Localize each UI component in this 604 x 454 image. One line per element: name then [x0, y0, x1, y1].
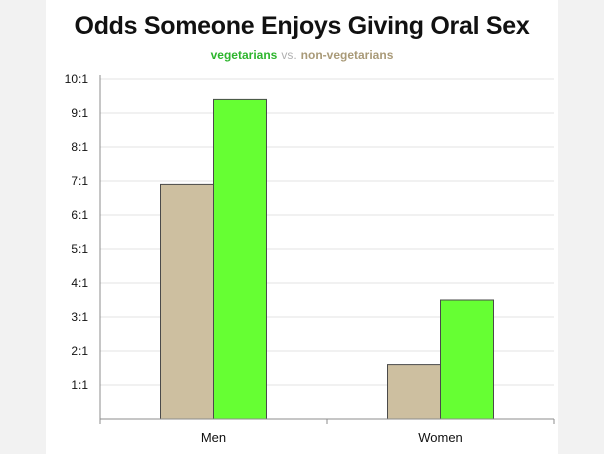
legend-separator: vs. — [281, 48, 297, 62]
bar-non-vegetarians-men — [160, 183, 214, 420]
y-tick-label: 8:1 — [71, 140, 88, 154]
y-tick-label: 6:1 — [71, 208, 88, 222]
chart-subtitle: vegetarians vs. non-vegetarians — [46, 48, 558, 62]
y-tick-label: 7:1 — [71, 174, 88, 188]
bar-vegetarians-men — [213, 98, 267, 420]
bar-non-vegetarians-women — [387, 364, 441, 420]
y-tick-label: 5:1 — [71, 242, 88, 256]
legend-vegetarians: vegetarians — [210, 48, 278, 62]
bar-chart: 1:1 2:1 3:1 4:1 5:1 6:1 7:1 8:1 9:1 10:1 Men Women — [65, 72, 555, 445]
y-tick-label: 4:1 — [71, 276, 88, 290]
y-tick-label: 9:1 — [71, 106, 88, 120]
y-tick-label: 2:1 — [71, 344, 88, 358]
y-tick-label: 3:1 — [71, 310, 88, 324]
x-tick-label: Men — [201, 430, 226, 445]
legend-non-vegetarians: non-vegetarians — [300, 48, 394, 62]
y-tick-label: 10:1 — [65, 72, 89, 86]
chart-title: Odds Someone Enjoys Giving Oral Sex — [74, 12, 530, 40]
x-tick-label: Women — [418, 430, 463, 445]
bar-vegetarians-women — [440, 299, 494, 420]
chart-panel: Odds Someone Enjoys Giving Oral Sex vege… — [46, 0, 558, 454]
y-tick-label: 1:1 — [71, 378, 88, 392]
